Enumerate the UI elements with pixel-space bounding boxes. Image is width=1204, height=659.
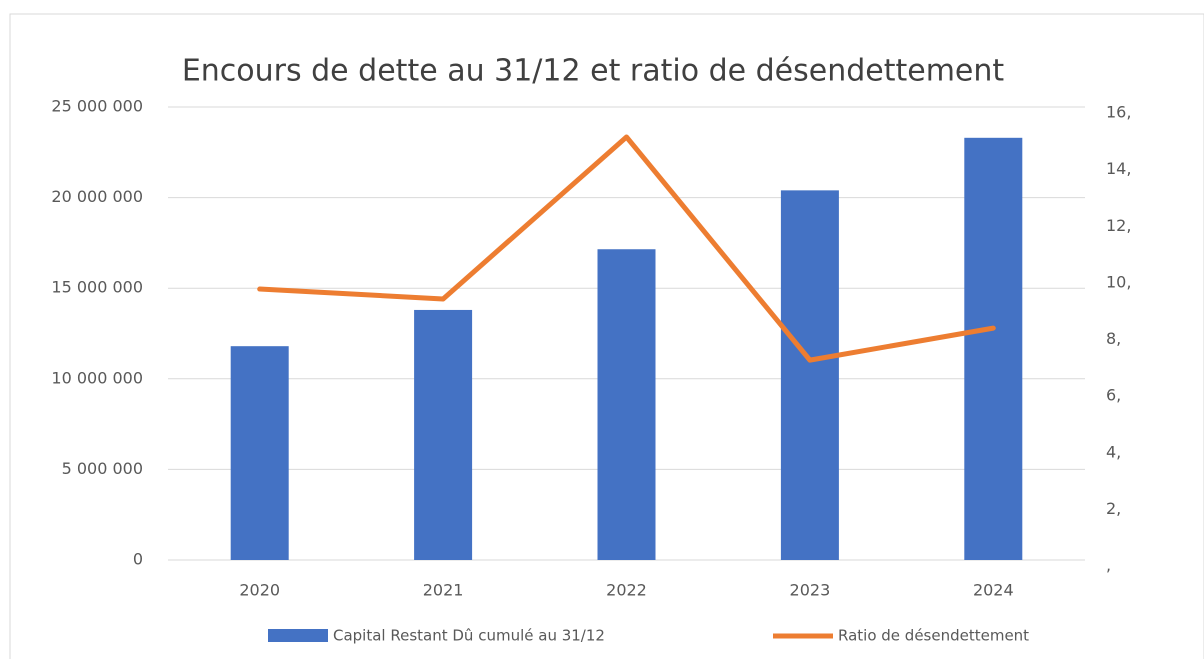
chart-title: Encours de dette au 31/12 et ratio de dé…	[182, 54, 1005, 89]
bar	[597, 249, 656, 560]
y-tick-label: 20 000 000	[51, 187, 143, 206]
bar	[964, 137, 1023, 560]
y-tick-label: 15 000 000	[51, 278, 143, 297]
y2-tick-label: 4,	[1106, 442, 1121, 461]
legend-label: Capital Restant Dû cumulé au 31/12	[333, 627, 605, 645]
y-tick-label: 25 000 000	[51, 97, 143, 116]
x-tick-label: 2021	[423, 581, 464, 600]
bar	[230, 346, 289, 560]
x-tick-label: 2023	[790, 581, 831, 600]
x-tick-label: 2024	[973, 581, 1014, 600]
bar	[780, 190, 839, 561]
legend-swatch	[268, 629, 328, 642]
x-tick-label: 2022	[606, 581, 647, 600]
y2-tick-label: 10,	[1106, 272, 1131, 291]
legend-label: Ratio de désendettement	[838, 627, 1029, 645]
y-tick-label: 5 000 000	[62, 459, 143, 478]
y2-tick-label: ,	[1106, 556, 1111, 575]
y-tick-label: 0	[133, 550, 143, 569]
y-tick-label: 10 000 000	[51, 368, 143, 387]
y2-tick-label: 6,	[1106, 386, 1121, 405]
line	[257, 134, 996, 363]
y2-tick-label: 14,	[1106, 159, 1131, 178]
y2-tick-label: 12,	[1106, 216, 1131, 235]
y2-tick-label: 2,	[1106, 499, 1121, 518]
y2-tick-label: 16,	[1106, 103, 1131, 122]
y2-tick-label: 8,	[1106, 329, 1121, 348]
x-tick-label: 2020	[239, 581, 280, 600]
bar	[414, 309, 473, 560]
